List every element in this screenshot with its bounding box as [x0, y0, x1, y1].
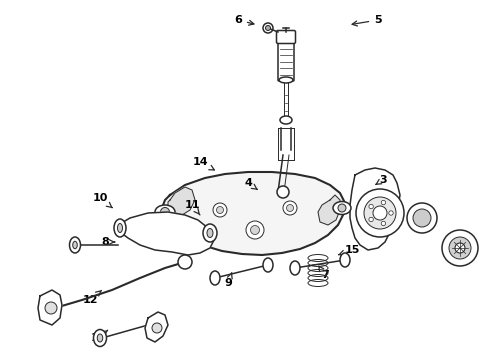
Polygon shape [318, 195, 340, 225]
Circle shape [283, 201, 297, 215]
Polygon shape [162, 172, 345, 255]
Circle shape [287, 204, 294, 212]
Circle shape [277, 186, 289, 198]
Circle shape [413, 209, 431, 227]
Ellipse shape [263, 258, 273, 272]
Ellipse shape [114, 219, 126, 237]
Text: 10: 10 [92, 193, 112, 208]
Polygon shape [38, 290, 62, 325]
Ellipse shape [207, 229, 213, 238]
Ellipse shape [333, 202, 351, 215]
Circle shape [381, 200, 386, 205]
Circle shape [45, 302, 57, 314]
Text: 11: 11 [184, 200, 200, 215]
Ellipse shape [279, 77, 293, 83]
Ellipse shape [280, 116, 292, 124]
Text: 14: 14 [192, 157, 214, 170]
Circle shape [178, 255, 192, 269]
Text: 4: 4 [244, 178, 257, 189]
Ellipse shape [118, 224, 122, 233]
Text: 3: 3 [376, 175, 387, 185]
Ellipse shape [340, 253, 350, 267]
Text: 9: 9 [224, 273, 232, 288]
Text: 13: 13 [90, 330, 108, 343]
Circle shape [373, 206, 387, 220]
Circle shape [250, 225, 260, 234]
Text: 8: 8 [101, 237, 115, 247]
Ellipse shape [70, 237, 80, 253]
Circle shape [266, 26, 270, 31]
Polygon shape [115, 212, 215, 255]
Circle shape [369, 204, 373, 209]
Ellipse shape [73, 241, 77, 249]
FancyBboxPatch shape [276, 31, 295, 44]
Circle shape [213, 203, 227, 217]
Ellipse shape [290, 261, 300, 275]
Circle shape [152, 323, 162, 333]
Ellipse shape [210, 271, 220, 285]
Circle shape [263, 23, 273, 33]
Text: 2: 2 [421, 223, 429, 233]
Text: 5: 5 [352, 15, 382, 26]
Circle shape [381, 221, 386, 226]
Ellipse shape [97, 334, 103, 342]
Circle shape [217, 207, 223, 213]
Circle shape [369, 217, 373, 222]
Circle shape [389, 211, 393, 215]
Text: 6: 6 [234, 15, 254, 25]
Circle shape [338, 204, 346, 212]
Circle shape [449, 237, 471, 259]
Text: 1: 1 [455, 243, 466, 253]
Circle shape [442, 230, 478, 266]
Circle shape [407, 203, 437, 233]
Circle shape [364, 197, 396, 229]
Ellipse shape [155, 205, 175, 219]
Ellipse shape [203, 224, 217, 242]
Polygon shape [350, 168, 400, 250]
Text: 7: 7 [319, 266, 329, 280]
Circle shape [246, 221, 264, 239]
Circle shape [356, 189, 404, 237]
Circle shape [161, 207, 170, 216]
Text: 15: 15 [339, 245, 360, 255]
Text: 12: 12 [82, 291, 101, 305]
Polygon shape [168, 187, 195, 215]
FancyBboxPatch shape [278, 41, 294, 81]
Circle shape [455, 243, 465, 253]
Polygon shape [145, 312, 168, 342]
Ellipse shape [94, 329, 106, 346]
